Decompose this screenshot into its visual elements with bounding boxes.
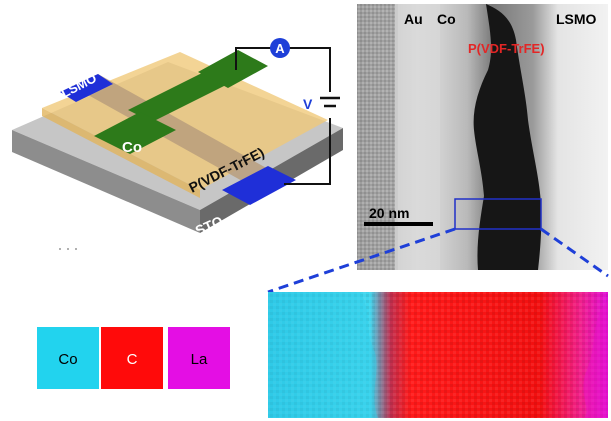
lsmo-pad-right — [222, 166, 296, 205]
zoom-connectors — [267, 227, 609, 294]
eds-la-region — [583, 300, 608, 418]
ammeter-label: A — [275, 41, 285, 56]
tem-polymer-blob — [473, 4, 542, 270]
legend-label-la: La — [191, 351, 208, 368]
dots-artifact — [59, 248, 77, 250]
legend-label-co: Co — [58, 351, 77, 368]
tem-image: Au Co LSMO P(VDF-TrFE) 20 nm — [357, 4, 608, 270]
legend-swatch-co — [37, 327, 99, 389]
co-electrode-pad-left — [94, 112, 176, 154]
eds-co-boundary — [268, 292, 378, 418]
tem-co-label: Co — [437, 11, 456, 27]
legend-label-c: C — [127, 351, 138, 368]
co-electrode-strip — [128, 68, 236, 122]
device-schematic: LSMO Co P(VDF-TrFE) STO V A — [12, 38, 343, 250]
eds-map — [268, 292, 608, 418]
zoom-region-box — [454, 198, 542, 230]
tem-au-grain — [357, 4, 395, 270]
voltage-label: V — [303, 96, 313, 112]
legend-swatch-c — [101, 327, 163, 389]
lsmo-pad-left — [60, 74, 113, 102]
substrate-left-face — [12, 130, 200, 233]
tem-co-band — [398, 4, 440, 270]
polymer-layer-front — [42, 108, 200, 198]
tem-au-label: Au — [404, 11, 423, 27]
ammeter-icon — [270, 38, 290, 58]
circuit-wire-bottom — [284, 118, 331, 185]
tem-polymer-label: P(VDF-TrFE) — [468, 41, 545, 56]
tem-lsmo-label: LSMO — [556, 11, 597, 27]
co-label: Co — [122, 139, 142, 156]
scale-bar-label: 20 nm — [369, 205, 409, 221]
element-legend: Co C La — [37, 327, 230, 389]
legend-swatch-la — [168, 327, 230, 389]
co-electrode-pad-right — [198, 50, 268, 88]
eds-map-pixels — [268, 292, 608, 418]
